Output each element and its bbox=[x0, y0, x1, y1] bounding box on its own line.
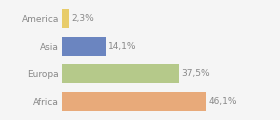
Bar bbox=[62, 37, 106, 56]
Bar bbox=[62, 64, 179, 83]
Bar bbox=[62, 92, 206, 111]
Text: 46,1%: 46,1% bbox=[208, 97, 237, 106]
Text: 2,3%: 2,3% bbox=[71, 14, 94, 23]
Text: 37,5%: 37,5% bbox=[181, 69, 210, 78]
Text: 14,1%: 14,1% bbox=[108, 42, 137, 51]
Bar bbox=[62, 9, 69, 28]
